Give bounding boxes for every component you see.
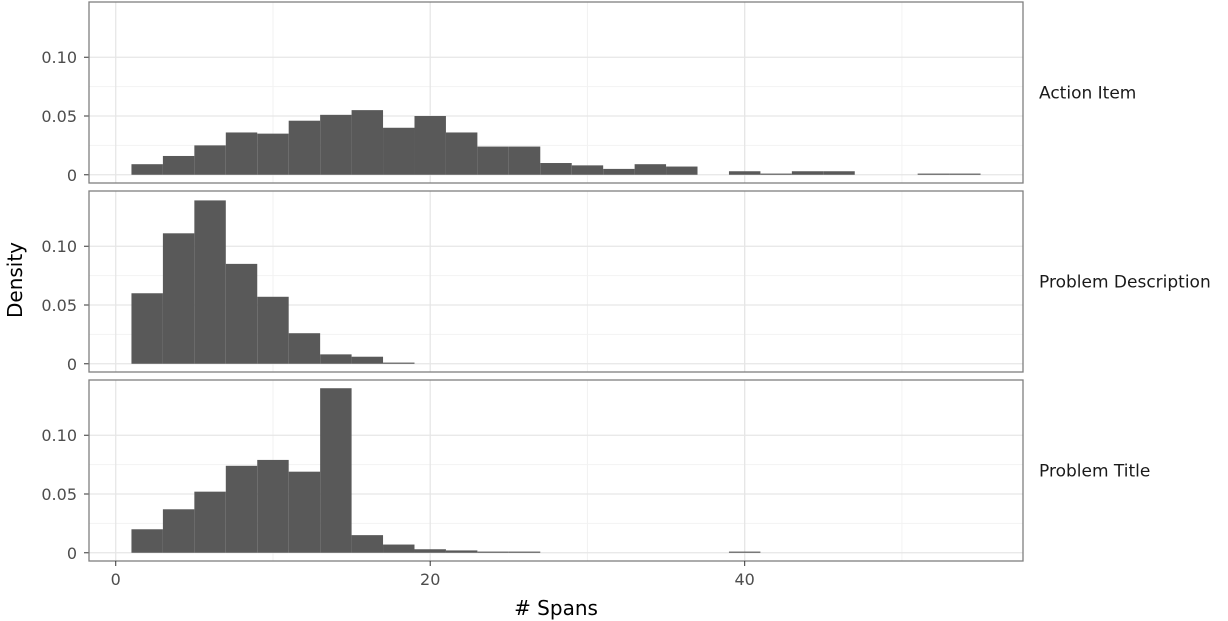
histogram-bar [194,491,226,553]
histogram-bar [477,146,509,175]
histogram-bar [917,173,950,175]
histogram-bar [194,200,226,364]
y-axis-title: Density [3,242,27,318]
histogram-bar [414,549,446,553]
y-tick-label: 0.10 [41,426,77,445]
x-axis: 0 20 40 [111,561,755,589]
histogram-bar [320,354,352,364]
y-tick-label: 0.10 [41,48,77,67]
y-tick-label: 0.05 [41,485,77,504]
facet-strip-label: Problem Description [1039,273,1211,293]
histogram-bar [666,166,698,175]
histogram-bar [351,535,384,553]
histogram-bar [288,333,321,364]
y-tick-label: 0 [67,355,77,374]
histogram-bar [760,173,792,175]
y-tick-label: 0 [67,544,77,563]
histogram-bar [603,168,635,175]
histogram-bar [288,471,321,553]
histogram-bar [162,233,195,364]
x-tick-label: 40 [735,570,755,589]
histogram-bar [383,362,415,364]
histogram-bar [634,164,667,175]
facet-strip-label: Action Item [1039,84,1136,104]
histogram-bar [320,388,352,553]
histogram-bar [414,116,446,175]
histogram-bar [540,163,572,175]
x-tick-label: 0 [111,570,121,589]
histogram-bar [445,132,478,175]
y-tick-label: 0.05 [41,296,77,315]
histogram-bar [949,173,981,175]
panel-border [88,379,1024,562]
facet-panel-problem-description: 0 0.05 0.10 Problem Description [41,190,1211,374]
histogram-bar [288,120,321,175]
facet-panel-action-item: 0 0.05 0.10 Action Item [41,1,1136,185]
y-tick-label: 0.10 [41,237,77,256]
x-tick-label: 20 [420,570,440,589]
histogram-bar [162,155,195,175]
histogram-bar [351,356,384,364]
histogram-bar [728,551,761,553]
histogram-bar [728,171,761,175]
facet-panel-problem-title: 0 0.05 0.10 Problem Title [41,379,1150,563]
histogram-bar [257,133,289,175]
histogram-bar [257,296,289,364]
y-tick-label: 0 [67,166,77,185]
histogram-bar [508,551,541,553]
histogram-bar [257,459,289,553]
y-tick-label: 0.05 [41,107,77,126]
facet-panels: 0 0.05 0.10 Action Item 0 0.05 0.10 Problem Des… [41,1,1211,563]
histogram-bar [131,293,163,364]
histogram-bar [162,509,195,553]
histogram-bar [351,110,384,175]
histogram-bar [383,544,415,553]
x-axis-title: # Spans [514,596,598,620]
histogram-bar [477,551,509,553]
histogram-bar [225,132,258,175]
histogram-bar [131,164,163,175]
histogram-bar [320,114,352,175]
facet-strip-label: Problem Title [1039,462,1150,482]
panel-border [88,1,1024,184]
histogram-bar [383,127,415,175]
histogram-bar [445,550,478,553]
panel-border [88,190,1024,373]
histogram-bar [131,529,163,553]
histogram-bar [823,171,855,175]
histogram-bar [508,146,541,175]
histogram-bar [194,145,226,175]
histogram-bar [571,165,604,175]
histogram-bar [225,263,258,364]
x-ticks: 0 20 40 [111,561,755,589]
histogram-bar [225,465,258,553]
histogram-bar [791,171,824,175]
